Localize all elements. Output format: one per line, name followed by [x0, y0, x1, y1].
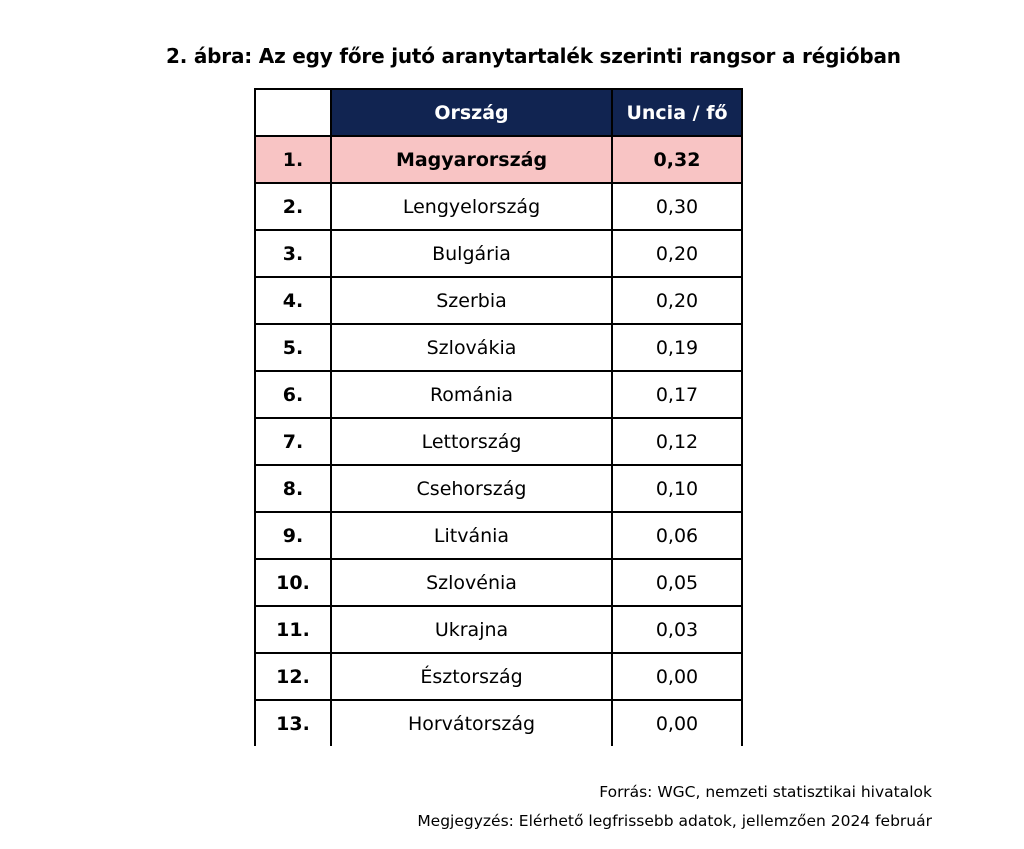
- country-cell: Horvátország: [330, 699, 613, 746]
- country-column-header: Ország: [330, 88, 613, 137]
- figure-title: 2. ábra: Az egy főre jutó aranytartalék …: [166, 44, 901, 68]
- value-cell: 0,20: [611, 276, 743, 325]
- table-row: 5. Szlovákia 0,19: [254, 323, 743, 372]
- table-row: 12. Észtország 0,00: [254, 652, 743, 701]
- rank-cell: 12.: [254, 652, 332, 701]
- value-cell: 0,06: [611, 511, 743, 560]
- country-cell: Szlovénia: [330, 558, 613, 607]
- remark-note: Megjegyzés: Elérhető legfrissebb adatok,…: [417, 812, 932, 830]
- country-cell: Észtország: [330, 652, 613, 701]
- source-note: Forrás: WGC, nemzeti statisztikai hivata…: [599, 783, 932, 801]
- country-cell: Lettország: [330, 417, 613, 466]
- table-row: 7. Lettország 0,12: [254, 417, 743, 466]
- value-column-header: Uncia / fő: [611, 88, 743, 137]
- rank-column-header: [254, 88, 332, 137]
- rank-cell: 1.: [254, 135, 332, 184]
- country-cell: Bulgária: [330, 229, 613, 278]
- table-row: 6. Románia 0,17: [254, 370, 743, 419]
- table-row: 3. Bulgária 0,20: [254, 229, 743, 278]
- value-cell: 0,32: [611, 135, 743, 184]
- rank-cell: 11.: [254, 605, 332, 654]
- value-cell: 0,05: [611, 558, 743, 607]
- rank-cell: 13.: [254, 699, 332, 746]
- value-cell: 0,00: [611, 652, 743, 701]
- rank-cell: 8.: [254, 464, 332, 513]
- country-cell: Lengyelország: [330, 182, 613, 231]
- value-cell: 0,00: [611, 699, 743, 746]
- value-cell: 0,19: [611, 323, 743, 372]
- country-cell: Szlovákia: [330, 323, 613, 372]
- country-cell: Románia: [330, 370, 613, 419]
- rank-cell: 5.: [254, 323, 332, 372]
- rank-cell: 6.: [254, 370, 332, 419]
- table-row: 13. Horvátország 0,00: [254, 699, 743, 746]
- value-cell: 0,10: [611, 464, 743, 513]
- rank-cell: 4.: [254, 276, 332, 325]
- value-cell: 0,17: [611, 370, 743, 419]
- rank-cell: 3.: [254, 229, 332, 278]
- rank-cell: 9.: [254, 511, 332, 560]
- value-cell: 0,03: [611, 605, 743, 654]
- table-row: 9. Litvánia 0,06: [254, 511, 743, 560]
- table-header-row: Ország Uncia / fő: [254, 88, 743, 137]
- value-cell: 0,30: [611, 182, 743, 231]
- rank-cell: 2.: [254, 182, 332, 231]
- value-cell: 0,20: [611, 229, 743, 278]
- table-row: 8. Csehország 0,10: [254, 464, 743, 513]
- rank-cell: 7.: [254, 417, 332, 466]
- value-cell: 0,12: [611, 417, 743, 466]
- table-row: 11. Ukrajna 0,03: [254, 605, 743, 654]
- country-cell: Litvánia: [330, 511, 613, 560]
- table-row: 2. Lengyelország 0,30: [254, 182, 743, 231]
- country-cell: Csehország: [330, 464, 613, 513]
- gold-reserve-ranking-table: Ország Uncia / fő 1. Magyarország 0,32 2…: [254, 88, 743, 746]
- country-cell: Magyarország: [330, 135, 613, 184]
- country-cell: Ukrajna: [330, 605, 613, 654]
- table-row: 1. Magyarország 0,32: [254, 135, 743, 184]
- table-row: 4. Szerbia 0,20: [254, 276, 743, 325]
- rank-cell: 10.: [254, 558, 332, 607]
- country-cell: Szerbia: [330, 276, 613, 325]
- table-row: 10. Szlovénia 0,05: [254, 558, 743, 607]
